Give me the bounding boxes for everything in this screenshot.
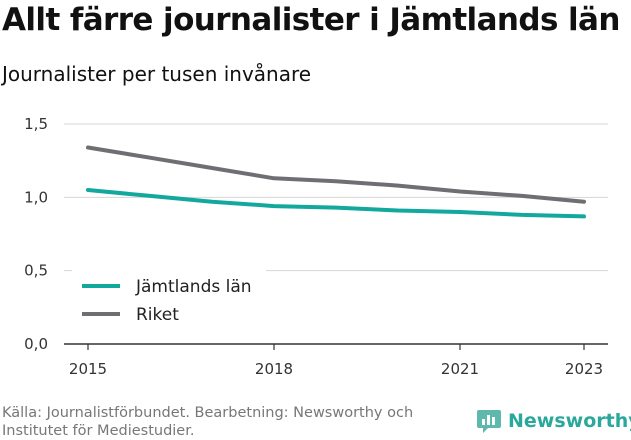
brand-logo: Newsworthy [476, 408, 631, 434]
y-tick-label: 1,5 [24, 115, 48, 133]
line-chart: 0,0 0,5 1,0 1,5 2015 2018 2021 2023 Jämtlands lä… [24, 115, 608, 378]
newsworthy-logo-icon [477, 410, 501, 433]
chart-subtitle: Journalister per tusen invånare [2, 62, 312, 86]
y-tick-label: 0,0 [24, 335, 48, 353]
legend-label: Riket [136, 305, 179, 325]
y-tick-label: 1,0 [24, 188, 48, 206]
series-line-jamtland [86, 188, 586, 219]
source-note: Källa: Journalistförbundet. Bearbetning:… [2, 405, 414, 439]
series-line-riket [86, 145, 586, 204]
legend-label: Jämtlands län [135, 277, 252, 297]
x-tick-label: 2021 [441, 360, 479, 378]
legend-background [72, 266, 266, 330]
x-tick-label: 2015 [69, 360, 107, 378]
x-tick-label: 2018 [255, 360, 293, 378]
x-tick-label: 2023 [565, 360, 603, 378]
y-tick-label: 0,5 [24, 262, 48, 280]
chart-title: Allt färre journalister i Jämtlands län [2, 2, 620, 38]
brand-name: Newsworthy [508, 410, 631, 432]
